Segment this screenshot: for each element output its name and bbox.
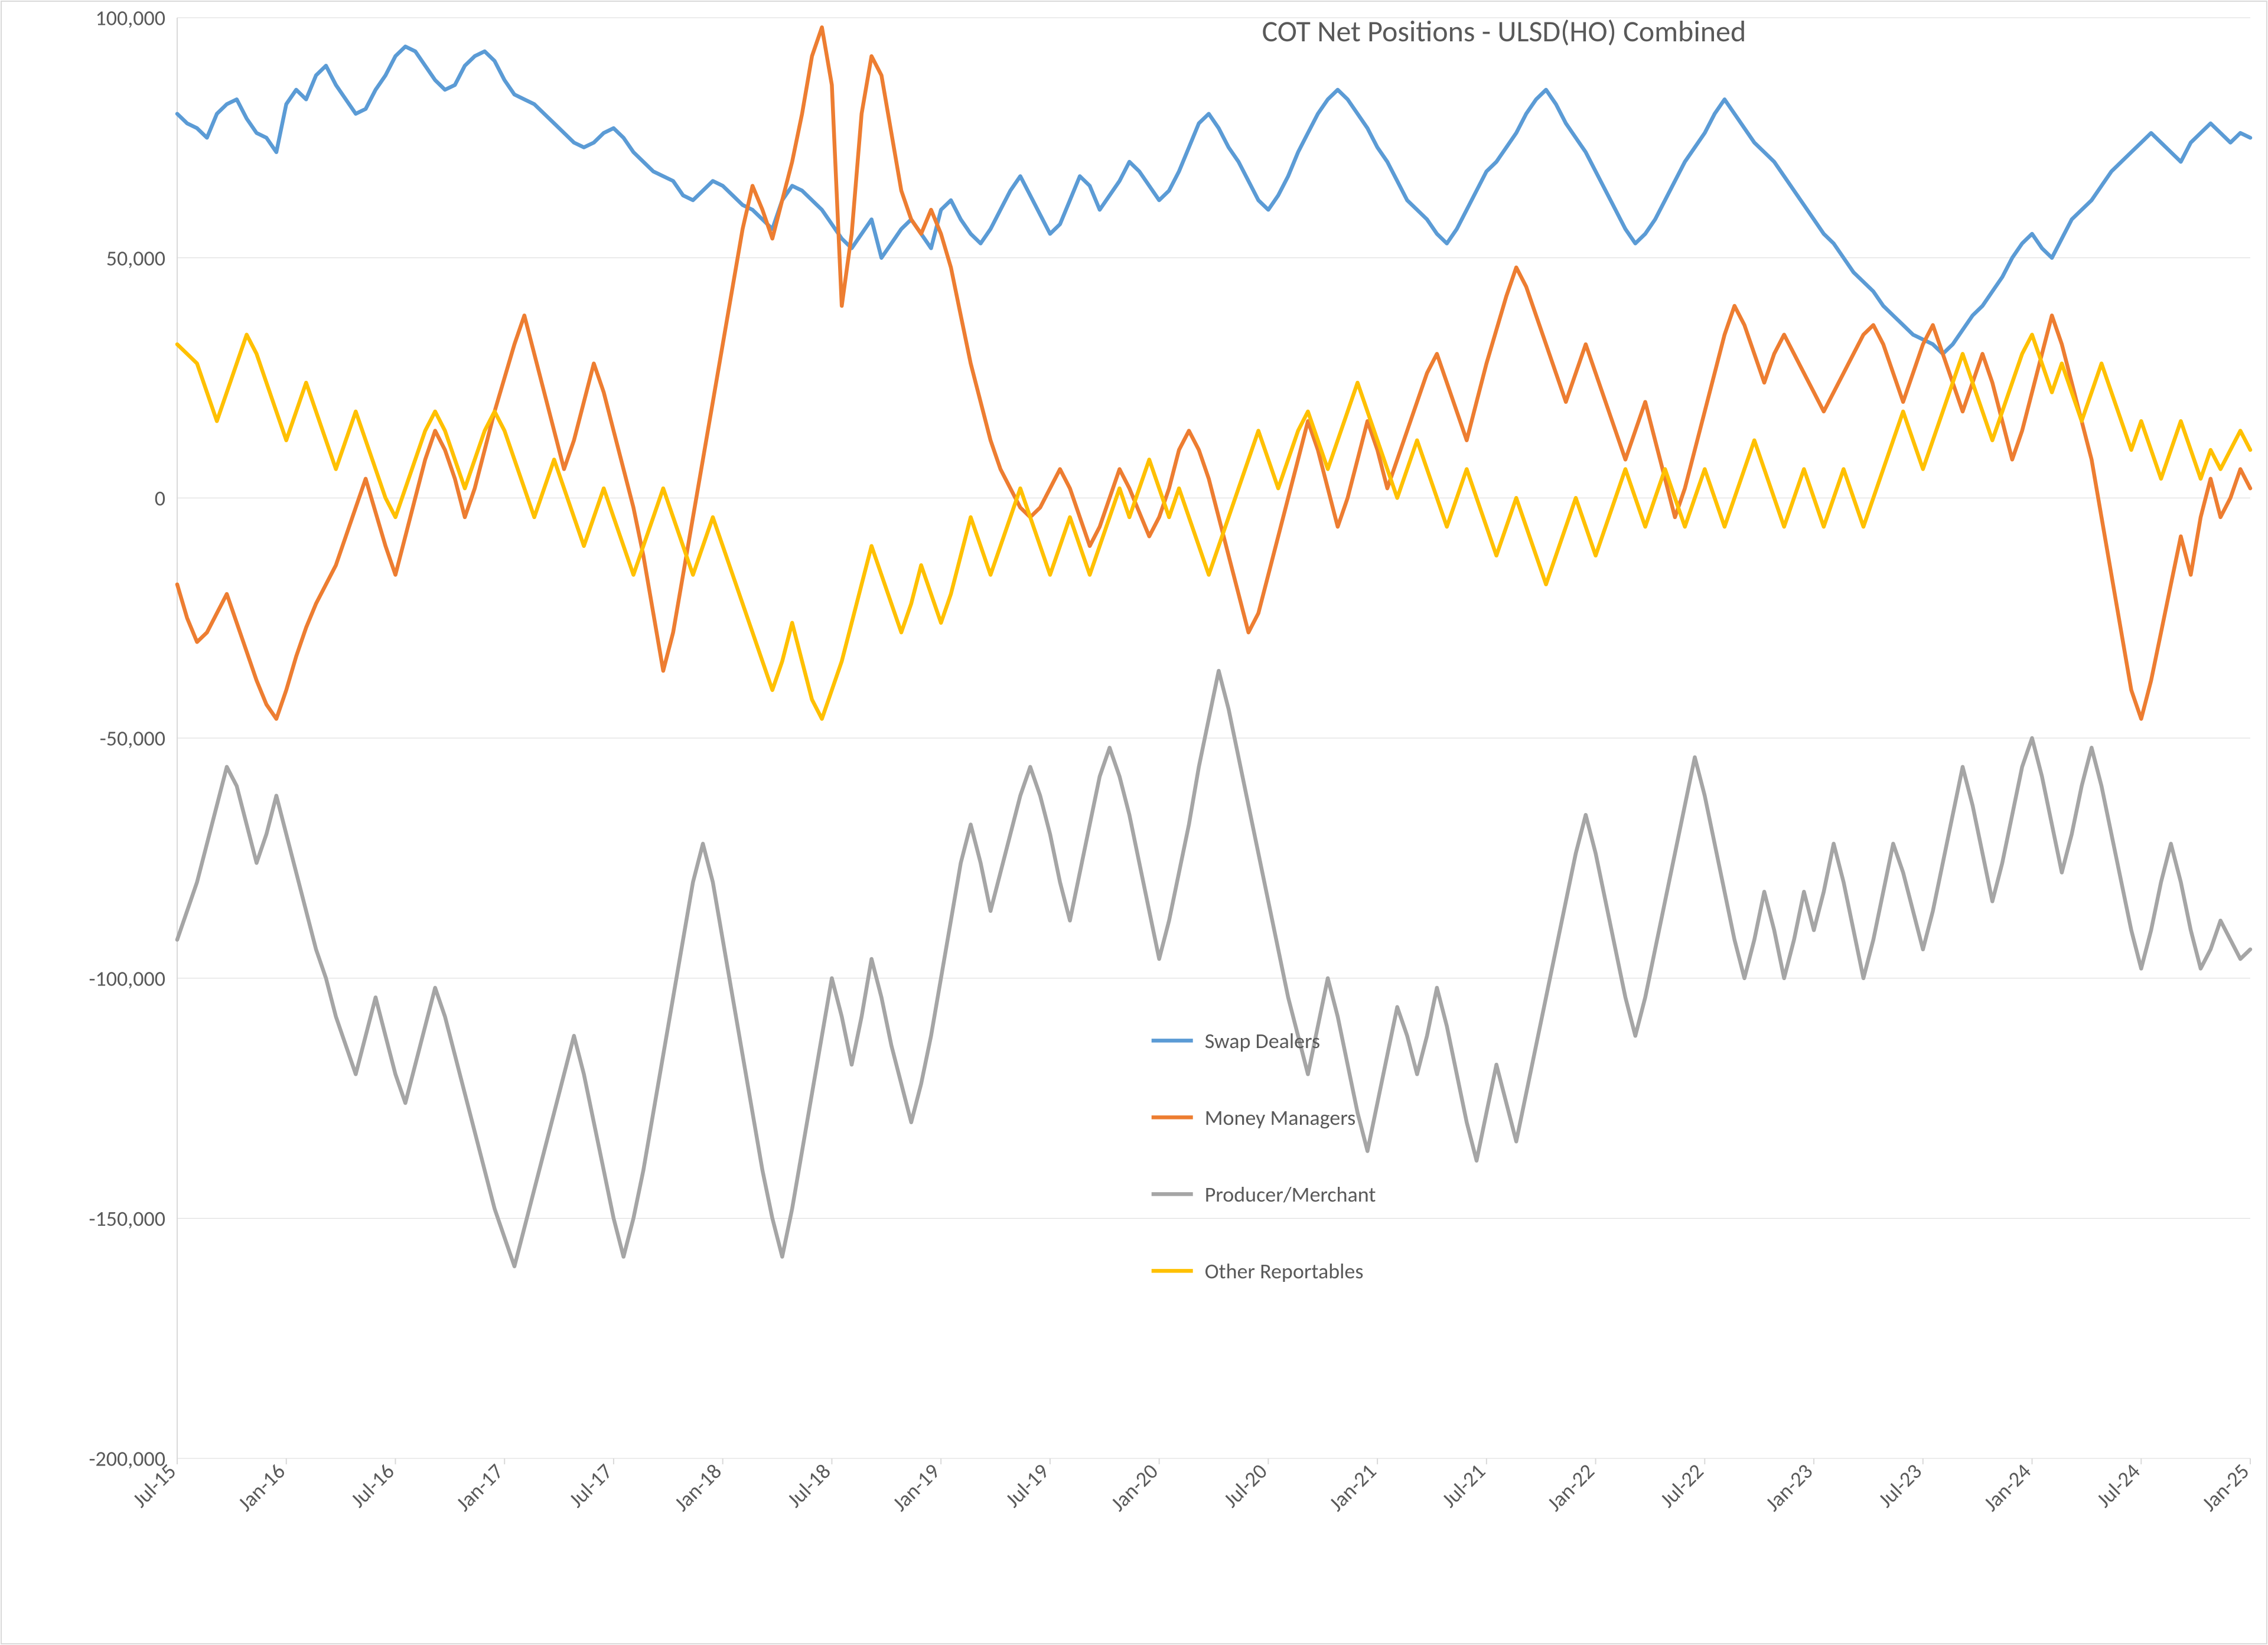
chart-outer-border bbox=[1, 1, 2267, 1644]
legend-label: Producer/Merchant bbox=[1205, 1181, 1376, 1207]
y-tick-label: 50,000 bbox=[106, 245, 165, 271]
y-tick-label: 100,000 bbox=[96, 5, 165, 31]
legend-label: Other Reportables bbox=[1205, 1258, 1364, 1284]
y-tick-label: 0 bbox=[155, 485, 165, 511]
line-chart: 100,00050,0000-50,000-100,000-150,000-20… bbox=[0, 0, 2268, 1645]
y-tick-label: -150,000 bbox=[89, 1206, 165, 1232]
legend-label: Money Managers bbox=[1205, 1105, 1356, 1131]
chart-container: 100,00050,0000-50,000-100,000-150,000-20… bbox=[0, 0, 2268, 1645]
chart-title: COT Net Positions - ULSD(HO) Combined bbox=[1262, 14, 1746, 50]
y-tick-label: -100,000 bbox=[89, 965, 165, 991]
legend-label: Swap Dealers bbox=[1205, 1028, 1320, 1054]
y-tick-label: -50,000 bbox=[100, 726, 165, 752]
